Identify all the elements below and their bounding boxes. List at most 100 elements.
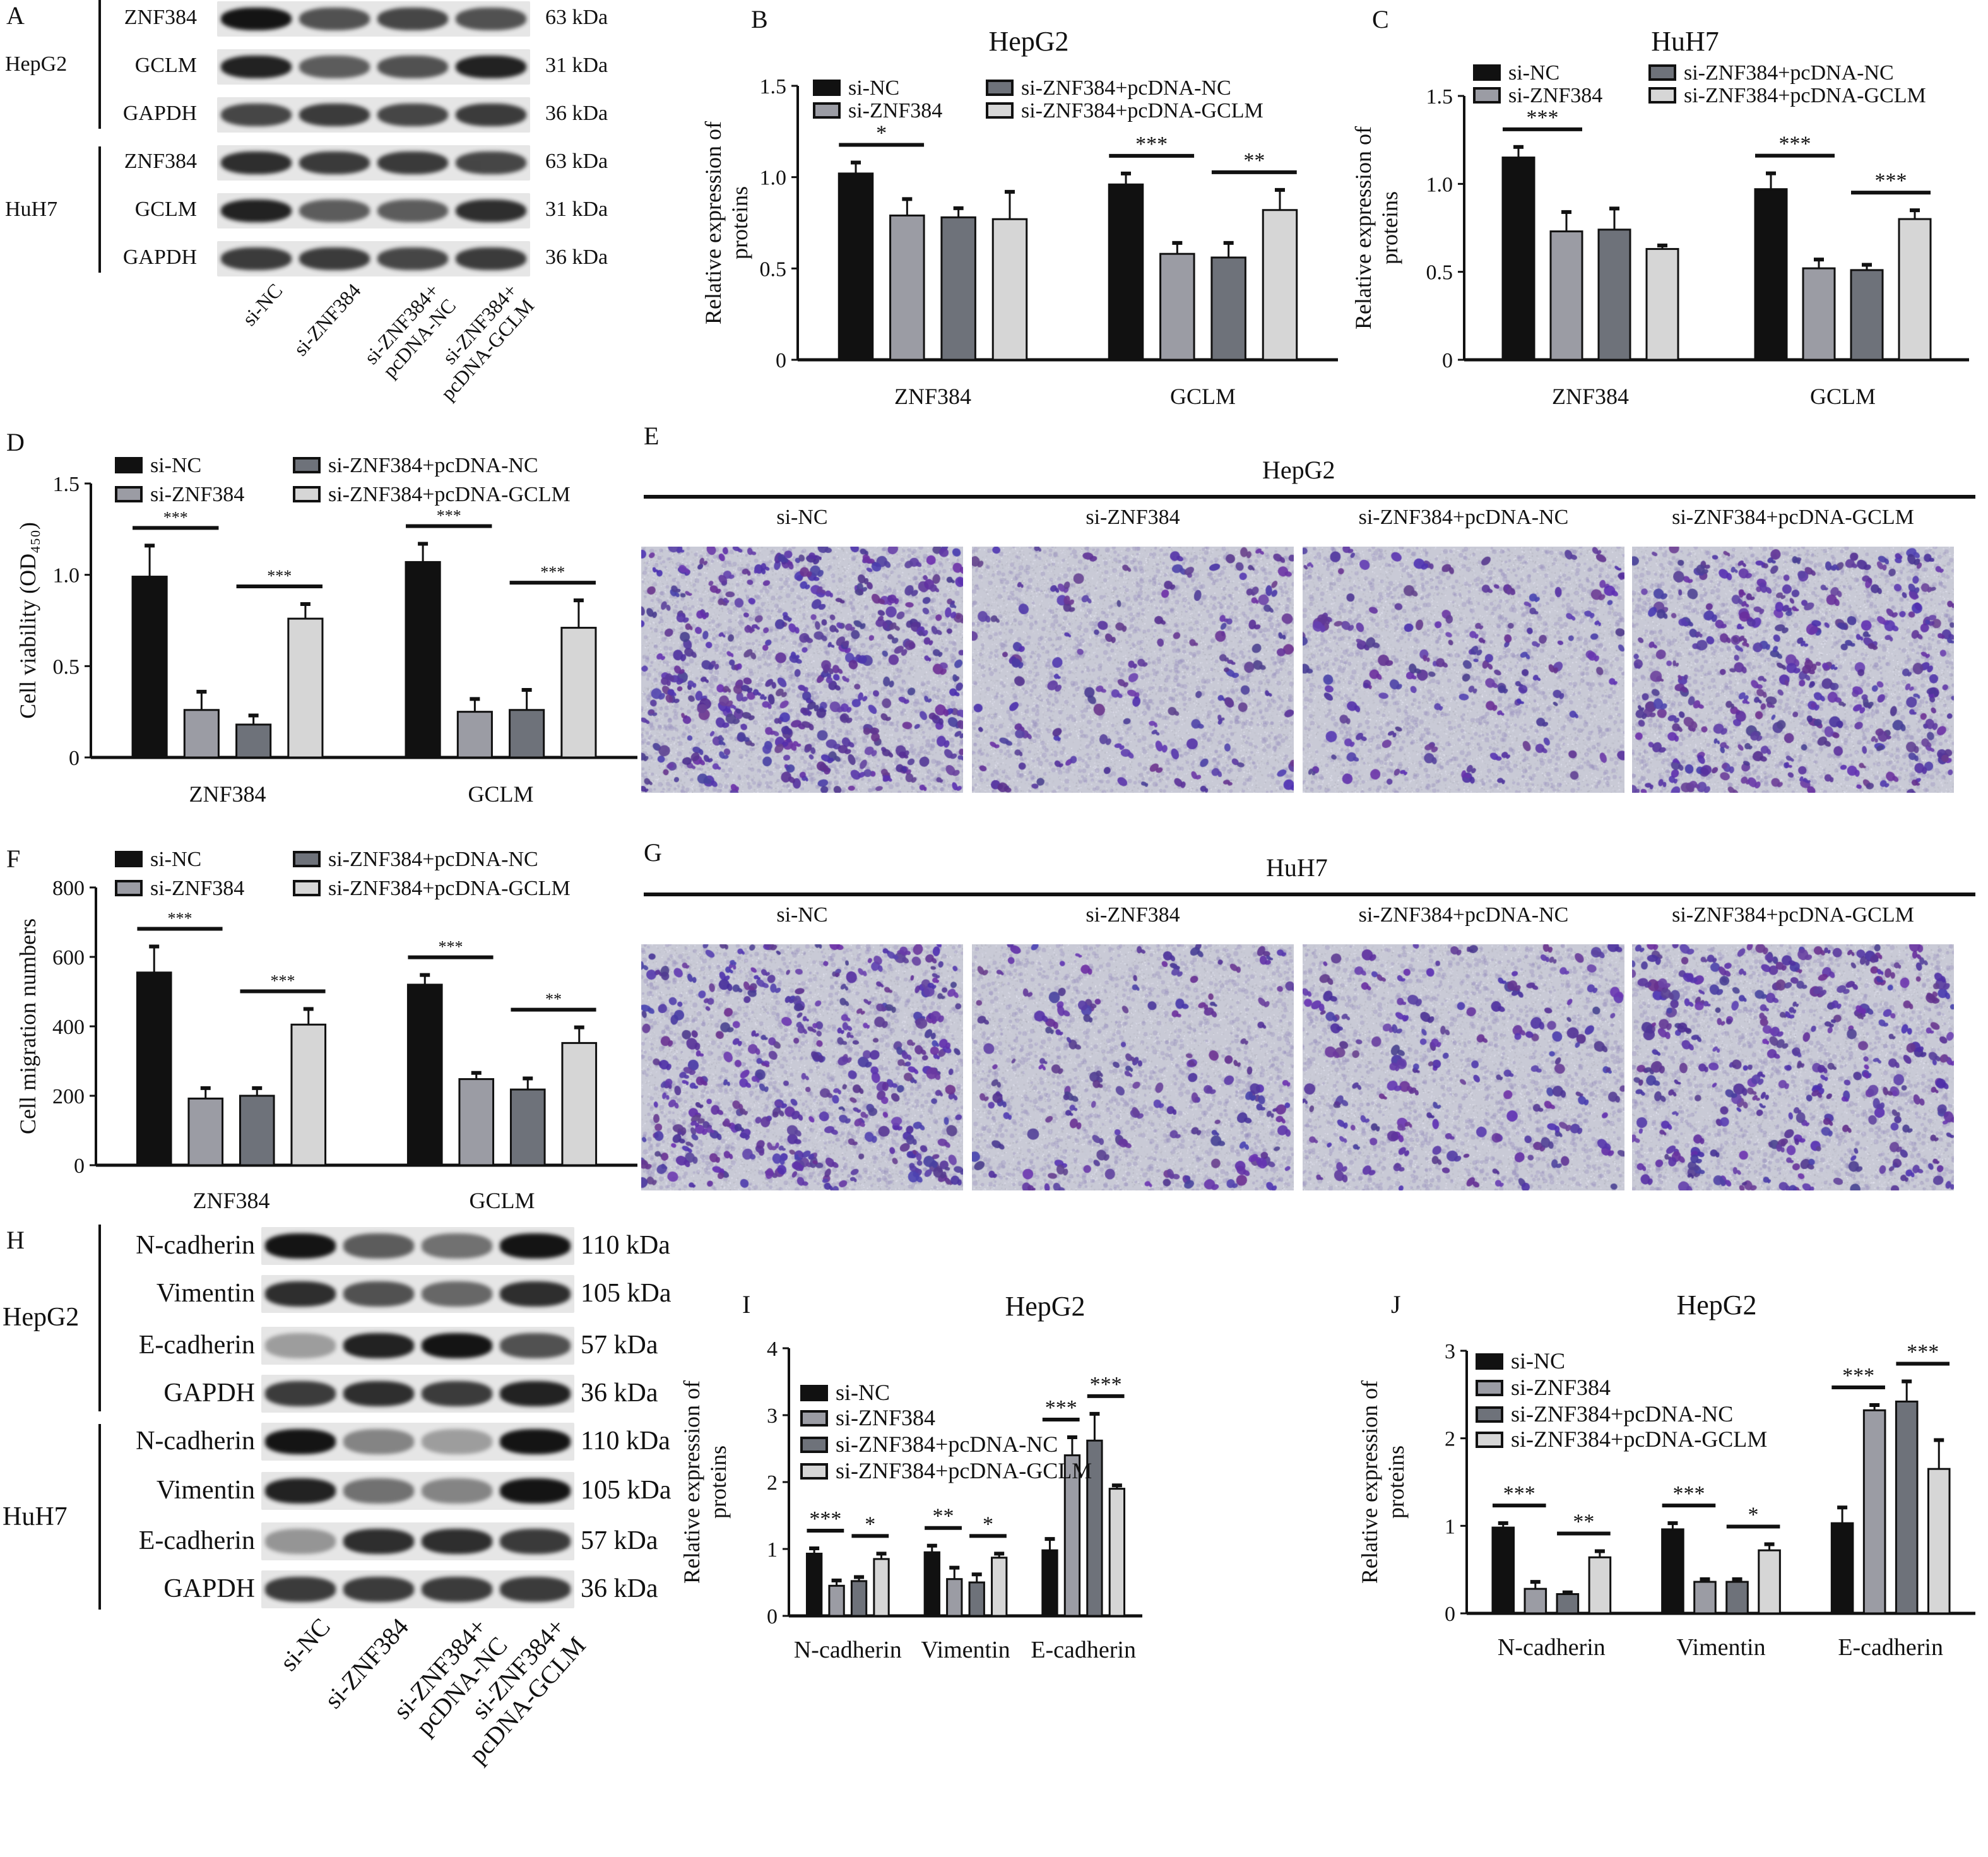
bar: [1108, 183, 1144, 361]
bar: [509, 1088, 546, 1166]
y-axis-label-line: Cell viability (OD₄₅₀): [15, 522, 40, 719]
bar: [1597, 228, 1631, 361]
panel-label-e: E: [644, 423, 660, 451]
bar: [940, 216, 976, 361]
bar: [1895, 1400, 1919, 1615]
bar: [828, 1584, 845, 1617]
bar: [1754, 188, 1788, 361]
divider-line: [644, 495, 1975, 499]
y-axis-label: Relative expression of proteins: [1351, 126, 1402, 329]
blot-row: [217, 1, 530, 37]
y-tick-label: 800: [52, 877, 85, 900]
bar: [1802, 267, 1836, 361]
legend-swatch: [1476, 1432, 1503, 1448]
category-label: ZNF384: [192, 1188, 269, 1213]
legend-label: si-NC: [1508, 61, 1559, 85]
molecular-weight-label: 63 kDa: [545, 149, 608, 174]
significance-marker: ***: [1842, 1364, 1874, 1387]
protein-band: [377, 56, 448, 78]
protein-band: [500, 1281, 571, 1307]
bar: [1898, 218, 1932, 361]
legend-swatch: [813, 80, 841, 96]
legend-swatch: [800, 1385, 828, 1401]
protein-band: [343, 1529, 414, 1554]
legend-swatch: [800, 1463, 828, 1480]
bar: [560, 627, 597, 759]
bar: [1758, 1549, 1781, 1615]
blot-row: [217, 49, 530, 85]
blot-row: [261, 1227, 574, 1265]
bar: [1725, 1581, 1749, 1615]
y-tick-label: 400: [52, 1016, 85, 1039]
y-tick-label: 3: [767, 1404, 778, 1428]
legend-label: si-ZNF384: [848, 99, 942, 122]
bar: [946, 1578, 963, 1617]
chart-title: HuH7: [1651, 26, 1719, 57]
protein-label: GAPDH: [122, 245, 197, 270]
molecular-weight-label: 57 kDa: [581, 1524, 658, 1555]
bar: [1063, 1454, 1081, 1617]
protein-band: [343, 1429, 414, 1454]
category-label: N-cadherin: [794, 1637, 902, 1663]
protein-band: [422, 1478, 492, 1504]
significance-marker: **: [1243, 149, 1265, 172]
protein-band: [377, 199, 448, 222]
category-label: Vimentin: [921, 1637, 1010, 1663]
protein-band: [500, 1429, 571, 1454]
protein-band: [343, 1577, 414, 1602]
significance-marker: ***: [267, 567, 292, 585]
legend-label: si-ZNF384+pcDNA-GCLM: [328, 877, 571, 900]
significance-marker: ***: [809, 1507, 841, 1531]
bar: [805, 1552, 823, 1617]
y-tick-label: 0.5: [53, 655, 80, 679]
blot-row: [217, 241, 530, 276]
bar: [1693, 1581, 1717, 1615]
significance-marker: ***: [271, 972, 295, 990]
category-label: GCLM: [1170, 384, 1236, 409]
bar: [183, 709, 220, 759]
protein-band: [265, 1333, 336, 1358]
bar: [1645, 247, 1679, 361]
protein-band: [422, 1281, 492, 1307]
molecular-weight-label: 105 kDa: [581, 1474, 672, 1505]
y-axis-label: Relative expression of proteins: [1357, 1380, 1409, 1584]
bar: [1262, 209, 1298, 361]
molecular-weight-label: 36 kDa: [545, 101, 608, 126]
condition-label: si-ZNF384+pcDNA-NC: [1358, 505, 1569, 529]
bar: [1086, 1439, 1103, 1617]
legend-swatch: [986, 102, 1014, 119]
protein-band: [422, 1429, 492, 1454]
bar: [889, 214, 925, 361]
transwell-micrograph: [1632, 944, 1954, 1190]
bar: [239, 1095, 275, 1166]
protein-band: [343, 1381, 414, 1406]
chart-c: C HuH7 0 0.5 1.0 1.5 Relative expression of pro…: [1351, 5, 1969, 409]
legend-label: si-ZNF384+pcDNA-GCLM: [1511, 1427, 1767, 1452]
y-tick-label: 0: [1442, 349, 1453, 372]
significance-marker: ***: [1672, 1482, 1705, 1505]
significance-marker: **: [1573, 1510, 1594, 1534]
transwell-micrograph: [1632, 547, 1954, 793]
y-tick-label: 1.0: [1426, 173, 1453, 196]
bar: [850, 1580, 868, 1617]
protein-label: E-cadherin: [138, 1524, 255, 1555]
legend-label: si-ZNF384: [150, 877, 244, 900]
blot-row: [261, 1327, 574, 1365]
bar: [1501, 157, 1535, 361]
panel-label-h: H: [6, 1227, 25, 1255]
y-axis-label-line: proteins: [1377, 191, 1402, 264]
protein-band: [500, 1381, 571, 1406]
protein-band: [456, 247, 526, 270]
legend-label: si-NC: [836, 1380, 890, 1405]
protein-band: [377, 104, 448, 126]
protein-band: [456, 56, 526, 78]
protein-band: [299, 247, 370, 270]
legend-label: si-ZNF384+pcDNA-NC: [328, 454, 538, 477]
bar: [561, 1041, 598, 1166]
y-tick-label: 1: [1445, 1515, 1455, 1538]
protein-label: ZNF384: [124, 5, 197, 30]
protein-label: GCLM: [134, 197, 197, 222]
legend-label: si-ZNF384+pcDNA-GCLM: [836, 1458, 1092, 1483]
legend-label: si-ZNF384+pcDNA-NC: [328, 848, 538, 871]
